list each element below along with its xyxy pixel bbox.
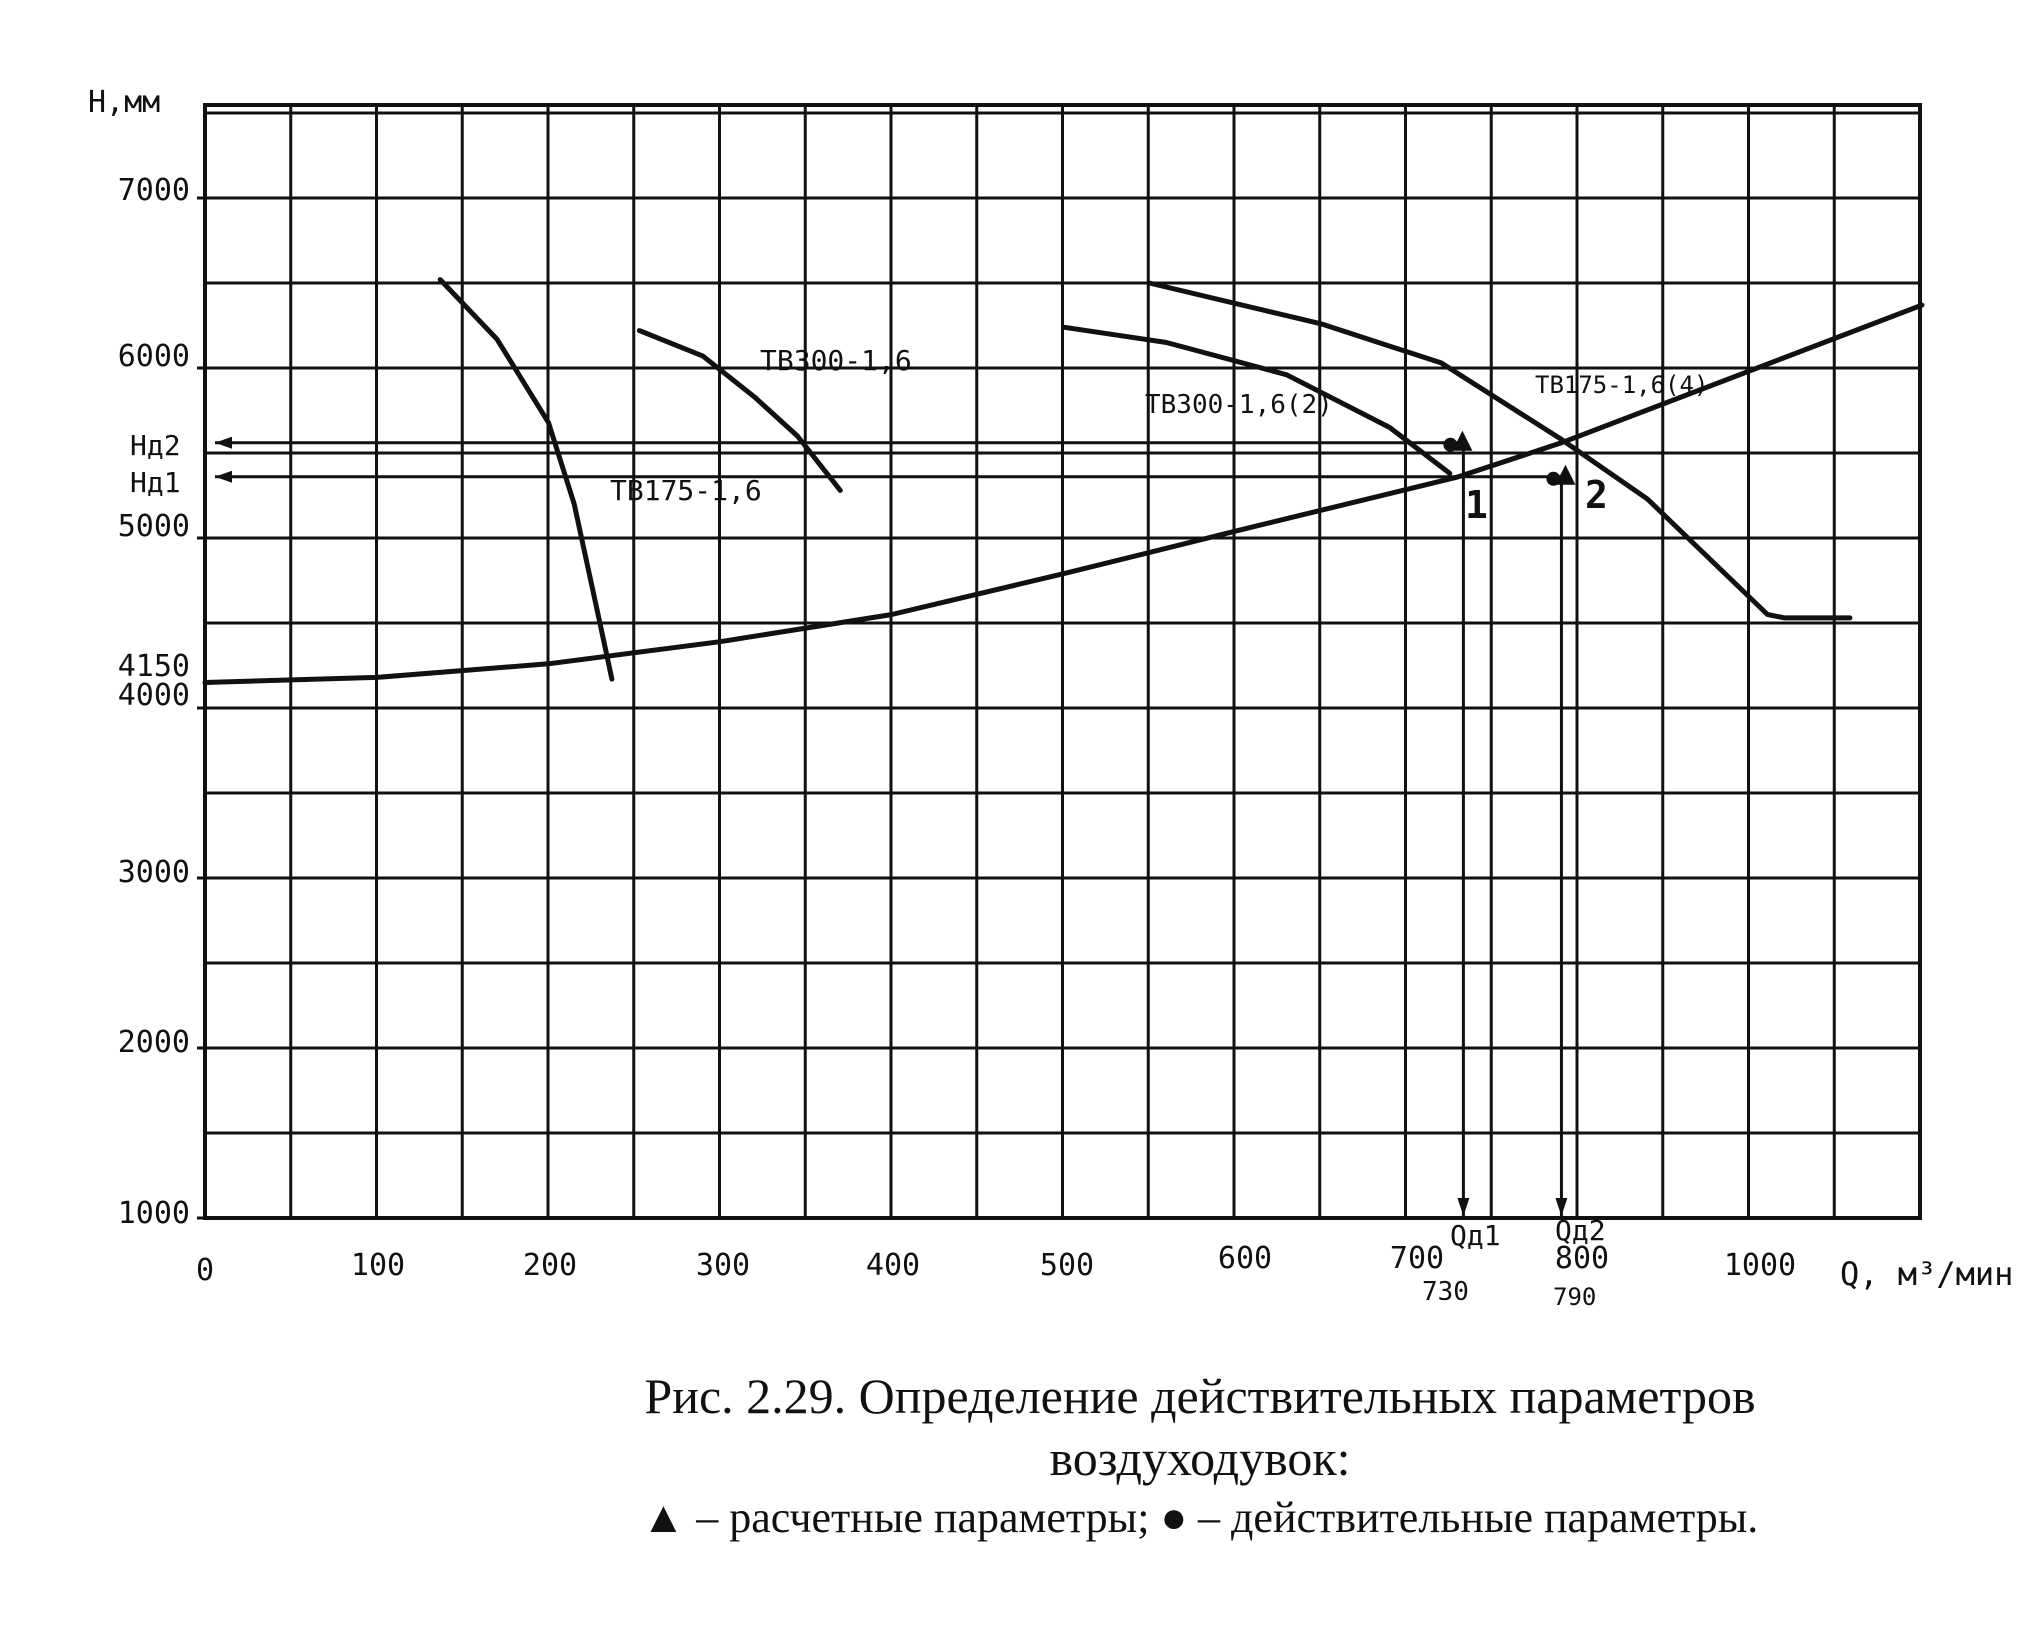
figure-caption: Рис. 2.29. Определение действительных па… bbox=[420, 1365, 1980, 1547]
x-tick-label: 500 bbox=[1040, 1248, 1094, 1283]
q-d2-value: 790 bbox=[1553, 1283, 1596, 1311]
blower-curve-1 bbox=[437, 277, 615, 682]
y-tick-labels: 1000 2000 3000 4000 4150 5000 6000 7000 bbox=[118, 173, 190, 1231]
x-tick-labels: 0 100 200 300 400 500 600 700 800 1000 bbox=[196, 1241, 1796, 1288]
q-d1-label: Qд1 bbox=[1450, 1219, 1501, 1252]
y-tick-label: 7000 bbox=[118, 173, 190, 208]
x-tick-label: 700 bbox=[1390, 1241, 1444, 1276]
curve-label-tb175-1: ТВ175-1,6 bbox=[610, 474, 762, 507]
curve-label-tb300-1: ТВ300-1,6 bbox=[760, 344, 912, 377]
y-tick-label: 4150 bbox=[118, 649, 190, 684]
x-tick-label: 0 bbox=[196, 1253, 214, 1288]
blower-curve-4 bbox=[1146, 280, 1853, 621]
h-d1-label: Hд1 bbox=[130, 466, 181, 499]
caption-line-1: Рис. 2.29. Определение действительных па… bbox=[644, 1368, 1756, 1424]
caption-legend: ▲ – расчетные параметры; ● – действитель… bbox=[641, 1493, 1759, 1542]
design-point-marker bbox=[1452, 430, 1473, 451]
x-tick-label: 200 bbox=[523, 1248, 577, 1283]
curve-label-tb300-2: ТВ300-1,6(2) bbox=[1145, 390, 1333, 420]
y-tick-label: 1000 bbox=[118, 1196, 190, 1231]
x-tick-label: 100 bbox=[351, 1248, 405, 1283]
blower-curve-2 bbox=[636, 328, 843, 493]
x-tick-label: 600 bbox=[1218, 1241, 1272, 1276]
point-label-2: 2 bbox=[1585, 473, 1608, 517]
y-axis-label: H,мм bbox=[88, 85, 160, 120]
y-tick-label: 2000 bbox=[118, 1025, 190, 1060]
h-guide-arrowhead bbox=[215, 436, 232, 449]
caption-line-2: воздуходувок: bbox=[1049, 1430, 1351, 1486]
x-tick-label: 800 bbox=[1555, 1241, 1609, 1276]
x-tick-label: 400 bbox=[866, 1248, 920, 1283]
y-tick-label: 4000 bbox=[118, 678, 190, 713]
q-guide-arrowhead bbox=[1457, 1198, 1470, 1216]
network-curve bbox=[202, 302, 1925, 685]
x-tick-label: 1000 bbox=[1724, 1248, 1796, 1283]
q-guide-arrowhead bbox=[1555, 1198, 1568, 1216]
y-tick-label: 3000 bbox=[118, 855, 190, 890]
markers bbox=[215, 430, 1576, 1216]
point-label-1: 1 bbox=[1465, 483, 1488, 527]
h-guide-arrowhead bbox=[215, 470, 232, 483]
y-tick-label: 5000 bbox=[118, 509, 190, 544]
design-point-marker bbox=[1555, 464, 1576, 485]
grid bbox=[197, 103, 1922, 1220]
h-d2-label: Hд2 bbox=[130, 429, 181, 462]
x-tick-label: 300 bbox=[696, 1248, 750, 1283]
y-tick-label: 6000 bbox=[118, 339, 190, 374]
x-axis-label: Q, м³/мин bbox=[1840, 1255, 2013, 1293]
q-d2-label: Qд2 bbox=[1555, 1214, 1606, 1247]
curve-label-tb175-4: ТВ175-1,6(4) bbox=[1535, 371, 1708, 399]
q-d1-value: 730 bbox=[1422, 1277, 1469, 1307]
